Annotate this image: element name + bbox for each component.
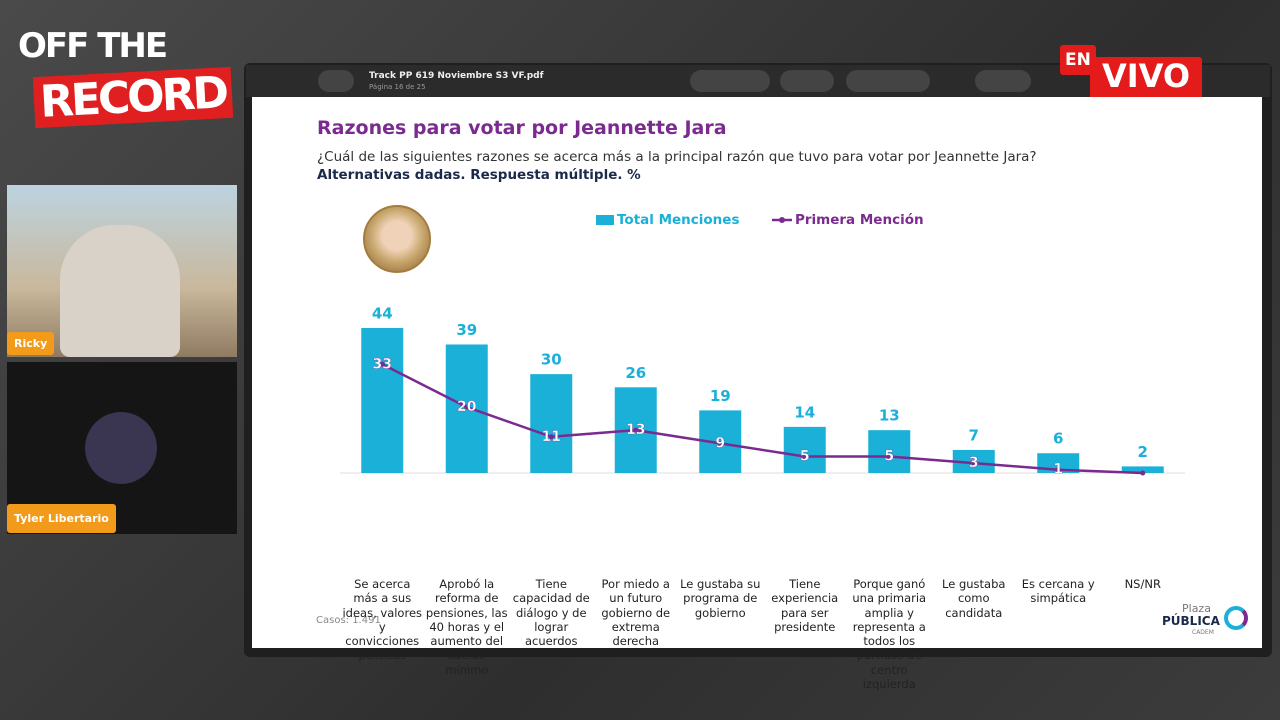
line-point [1055,467,1061,473]
legend-label: Total Menciones [617,212,740,228]
brand-main: PÚBLICA [1162,614,1220,628]
category-label: Le gustaba su programa de gobierno [680,577,761,620]
chart: Total Menciones Primera Mención4439302619… [340,212,1185,478]
category-label: Le gustaba como candidata [942,577,1006,620]
line-point [802,454,808,460]
category-label: NS/NR [1124,577,1161,591]
line-point [1140,470,1146,476]
bar [783,426,826,473]
category-label: Tiene experiencia para ser presidente [771,577,839,634]
bar-value-label: 44 [372,305,393,323]
brand-top: Plaza [1182,602,1211,615]
line-point [548,434,554,440]
bar-value-label: 14 [794,403,815,421]
line [381,363,1143,475]
slide: Razones para votar por Jeannette Jara ¿C… [252,97,1262,691]
line-value-label: 5 [884,449,894,465]
bar-value-label: 19 [710,387,731,405]
bar [361,328,404,473]
avatar [85,412,157,484]
name-tag: Tyler Libertario [7,504,116,533]
line-value-label: 9 [715,435,725,451]
line-value-label: 13 [626,422,645,438]
live-vivo: VIVO [1090,57,1202,101]
logo-text: RECORD [32,66,234,129]
person [60,225,180,357]
question: ¿Cuál de las siguientes razones se acerc… [317,149,1037,165]
line-value-label: 20 [457,399,477,415]
line-point [971,460,977,466]
line-value-label: 5 [800,449,810,465]
category-label: Se acerca más a sus ideas, valores y con… [342,577,423,663]
bar-value-label: 7 [969,426,979,444]
note: Alternativas dadas. Respuesta múltiple. … [317,167,641,183]
live-badge: EN VIVO [1060,45,1210,105]
line-point [464,404,470,410]
tools-buttons[interactable] [846,70,930,92]
category-label: Tiene capacidad de diálogo y de lograr a… [512,577,590,649]
bar [1121,466,1164,473]
logo: OFF THE RECORD [16,26,234,146]
brand-sub: CADEM [1192,629,1214,636]
line-value-label: 11 [542,429,561,445]
live-en: EN [1060,45,1096,75]
filename: Track PP 619 Noviembre S3 VF.pdf [369,71,544,81]
legend-dot [779,217,785,223]
category-label: Porque ganó una primaria amplia y repres… [852,577,927,692]
cases: Casos: 1.491 [316,615,381,626]
sidebar-button[interactable] [318,70,354,92]
line-point [886,454,892,460]
logo-text: OFF THE [18,26,168,66]
legend-label: Primera Mención [795,212,924,228]
line-point [379,361,385,367]
zoom-buttons[interactable] [690,70,770,92]
name-tag: Ricky [7,332,55,355]
category-label: Por miedo a un futuro gobierno de extrem… [601,577,671,649]
category-label: Aprobó la reforma de pensiones, las 40 h… [425,577,508,677]
bar-value-label: 13 [879,407,900,425]
share-buttons[interactable] [975,70,1031,92]
page-number: Página 16 de 25 [369,83,426,91]
bar-value-label: 30 [541,351,562,369]
line-point [633,427,639,433]
bar [868,430,911,473]
slide-title: Razones para votar por Jeannette Jara [317,117,727,139]
line-point [717,440,723,446]
line-value-label: 33 [373,356,392,372]
bar-value-label: 2 [1138,443,1148,461]
brand-mark [1224,606,1248,630]
brand: Plaza PÚBLICA CADEM [1162,602,1254,642]
bar-value-label: 39 [456,321,477,339]
category-label: Es cercana y simpática [1021,577,1095,606]
markup-button[interactable] [780,70,834,92]
bar [530,374,573,473]
candidate-photo [363,205,431,273]
line-value-label: 3 [969,455,979,471]
legend-swatch [596,215,614,225]
bar-value-label: 26 [625,364,646,382]
bar-value-label: 6 [1053,430,1063,448]
line-value-label: 1 [1053,462,1063,478]
